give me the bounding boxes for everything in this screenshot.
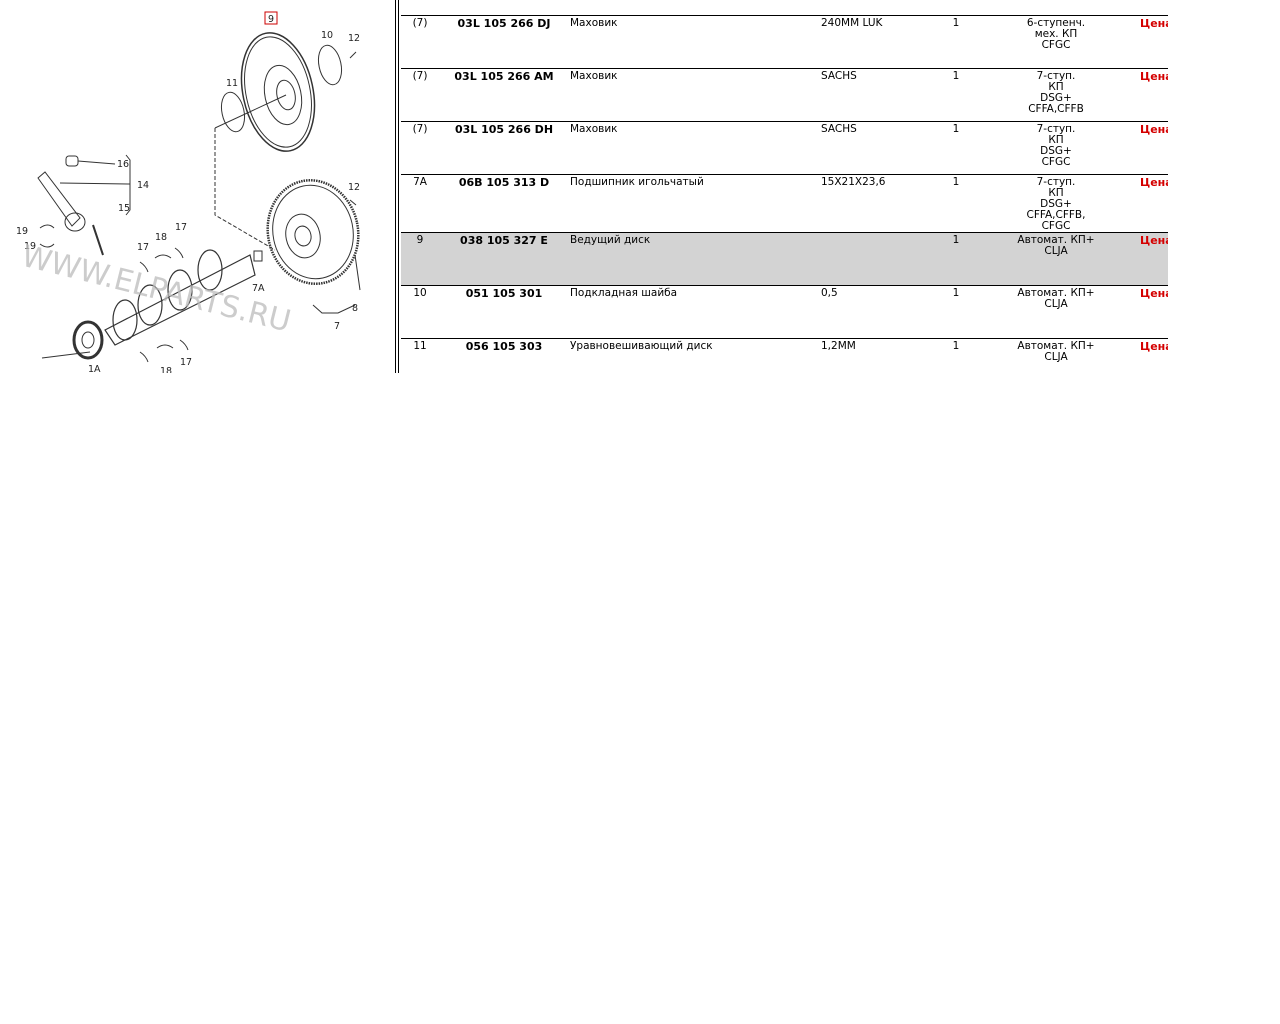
callout-16[interactable]: 16 [117, 159, 129, 170]
table-row[interactable]: (7) 03L 105 266 DJ Маховик 240MM LUK 1 6-ступ… [401, 15, 1168, 69]
quantity: 1 [931, 68, 981, 122]
callout-17a[interactable]: 17 [137, 242, 149, 253]
quantity: 1 [931, 15, 981, 69]
quantity: 1 [931, 232, 981, 286]
price-link[interactable]: Цена [1131, 174, 1168, 233]
callout-12b[interactable]: 12 [348, 182, 360, 193]
connecting-rod-part[interactable] [37, 155, 86, 232]
position-number: (7) [401, 121, 439, 175]
part-number[interactable]: 056 105 303 [439, 338, 569, 373]
callout-11[interactable]: 11 [226, 78, 238, 89]
part-note: 0,5 [821, 285, 931, 339]
part-note: 1,2MM [821, 338, 931, 373]
table-row[interactable]: 11 056 105 303 Уравновешивающий диск 1,2MM 1… [401, 338, 1168, 373]
part-note: 15X21X23,6 [821, 174, 931, 233]
part-name: Маховик [569, 121, 821, 175]
quantity: 1 [931, 338, 981, 373]
part-number[interactable]: 03L 105 266 DH [439, 121, 569, 175]
position-number: 9 [401, 232, 439, 286]
price-link[interactable]: Цена [1131, 338, 1168, 373]
price-link[interactable]: Цена [1131, 121, 1168, 175]
crankshaft-sprocket-part[interactable] [72, 320, 104, 360]
applicability: Автомат. КП+ CLJA [981, 338, 1131, 373]
part-name: Маховик [569, 15, 821, 69]
position-number: 11 [401, 338, 439, 373]
washer-part[interactable] [315, 43, 345, 87]
part-note: SACHS [821, 121, 931, 175]
part-name: Подшипник игольчатый [569, 174, 821, 233]
table-row[interactable]: 10 051 105 301 Подкладная шайба 0,5 1 Автомат… [401, 285, 1168, 339]
part-number[interactable]: 038 105 327 E [439, 232, 569, 286]
quantity: 1 [931, 121, 981, 175]
table-header-spacer [401, 0, 1168, 16]
quantity: 1 [931, 285, 981, 339]
table-row[interactable]: (7) 03L 105 266 DH Маховик SACHS 1 7-ступ. КП… [401, 121, 1168, 175]
part-number[interactable]: 051 105 301 [439, 285, 569, 339]
part-number[interactable]: 03L 105 266 AM [439, 68, 569, 122]
callout-17c[interactable]: 17 [180, 357, 192, 368]
applicability: Автомат. КП+ CLJA [981, 285, 1131, 339]
position-number: 10 [401, 285, 439, 339]
callout-19a[interactable]: 19 [16, 226, 28, 237]
price-link[interactable]: Цена [1131, 68, 1168, 122]
applicability: Автомат. КП+ CLJA [981, 232, 1131, 286]
position-number: 7A [401, 174, 439, 233]
selected-callout-box [264, 11, 278, 25]
callout-1a[interactable]: 1A [88, 364, 101, 373]
part-note: 240MM LUK [821, 15, 931, 69]
callout-15[interactable]: 15 [118, 203, 130, 214]
needle-bearing-part[interactable] [253, 250, 263, 262]
parts-diagram: 9 10 12 11 16 14 15 19 19 17 [0, 0, 395, 373]
parts-table-container: (7) 03L 105 266 DJ Маховик 240MM LUK 1 6-ступ… [401, 0, 1168, 373]
panel-divider [395, 0, 399, 373]
callout-7[interactable]: 7 [334, 321, 340, 332]
part-number[interactable]: 03L 105 266 DJ [439, 15, 569, 69]
part-note: SACHS [821, 68, 931, 122]
price-link[interactable]: Цена [1131, 15, 1168, 69]
drive-plate-part[interactable] [231, 26, 324, 158]
part-name: Маховик [569, 68, 821, 122]
callout-19b[interactable]: 19 [24, 241, 36, 252]
quantity: 1 [931, 174, 981, 233]
table-row[interactable]: 7A 06B 105 313 D Подшипник игольчатый 15X21… [401, 174, 1168, 233]
price-link[interactable]: Цена [1131, 285, 1168, 339]
parts-table: (7) 03L 105 266 DJ Маховик 240MM LUK 1 6-ступ… [401, 0, 1168, 373]
callout-12[interactable]: 12 [348, 33, 360, 44]
price-link[interactable]: Цена [1131, 232, 1168, 286]
callout-7a[interactable]: 7A [252, 283, 265, 294]
callout-17b[interactable]: 17 [175, 222, 187, 233]
applicability: 7-ступ. КП DSG+ CFFA,CFFB [981, 68, 1131, 122]
callout-8[interactable]: 8 [352, 303, 358, 314]
position-number: (7) [401, 68, 439, 122]
applicability: 6-ступенч. мех. КП CFGC [981, 15, 1131, 69]
table-row-selected[interactable]: 9 038 105 327 E Ведущий диск 1 Автомат. КП+ … [401, 232, 1168, 286]
part-name: Подкладная шайба [569, 285, 821, 339]
applicability: 7-ступ. КП DSG+ CFGC [981, 121, 1131, 175]
applicability: 7-ступ. КП DSG+ CFFA,CFFB, CFGC [981, 174, 1131, 233]
callout-14[interactable]: 14 [137, 180, 149, 191]
callout-9[interactable]: 9 [268, 14, 274, 25]
part-number[interactable]: 06B 105 313 D [439, 174, 569, 233]
balancing-disc-part[interactable] [218, 90, 248, 134]
part-name: Уравновешивающий диск [569, 338, 821, 373]
crankshaft-part[interactable] [104, 249, 256, 346]
table-row[interactable]: (7) 03L 105 266 AM Маховик SACHS 1 7-ступ. КП… [401, 68, 1168, 122]
callout-18a[interactable]: 18 [155, 232, 167, 243]
part-name: Ведущий диск [569, 232, 821, 286]
callout-10[interactable]: 10 [321, 30, 333, 41]
part-note [821, 232, 931, 286]
position-number: (7) [401, 15, 439, 69]
callout-18b[interactable]: 18 [160, 366, 172, 373]
